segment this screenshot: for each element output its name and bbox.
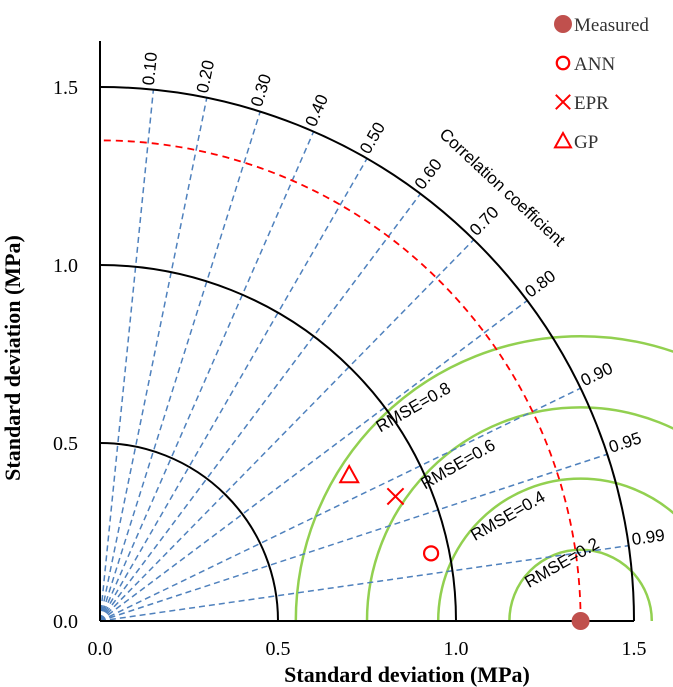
legend-marker-epr	[555, 94, 571, 110]
cross-stroke	[555, 94, 571, 110]
rmse-label: RMSE=0.2	[521, 534, 602, 592]
legend-label: Measured	[574, 15, 649, 36]
std-arcs	[99, 86, 635, 622]
rmse-contour	[365, 406, 673, 621]
correlation-line	[99, 239, 475, 622]
correlation-line	[99, 453, 608, 622]
legend-marker-gp	[553, 130, 573, 149]
std-arc	[99, 86, 635, 622]
std-arc	[99, 442, 279, 622]
correlation-lines	[99, 89, 629, 622]
axis-ticks: 0.0 0.5 1.0 1.5 0.0 0.5 1.0 1.5	[53, 77, 647, 660]
y-tick-label: 0.5	[53, 433, 78, 455]
reference-std-arc	[99, 139, 582, 622]
x-tick-label: 0.5	[266, 638, 291, 660]
legend-marker-measured	[554, 15, 572, 33]
correlation-tick-label: 0.80	[521, 266, 559, 301]
correlation-tick-label: 0.10	[139, 51, 161, 86]
correlation-line	[99, 111, 261, 622]
rmse-label: RMSE=0.6	[417, 435, 498, 493]
legend-marker-ann	[555, 55, 571, 71]
point-epr	[386, 487, 405, 506]
correlation-line	[99, 193, 421, 622]
data-points	[338, 463, 590, 630]
rmse-contour	[436, 477, 673, 621]
y-axis-title: Standard deviation (MPa)	[0, 235, 25, 481]
cross-stroke	[386, 487, 405, 506]
rmse-contour	[294, 334, 673, 621]
correlation-tick-label: 0.99	[631, 526, 666, 549]
point-ann	[422, 545, 440, 562]
y-tick-label: 1.0	[53, 255, 78, 277]
correlation-tick-label: 0.30	[247, 72, 275, 109]
x-tick-label: 0.0	[88, 638, 113, 660]
std-arc	[99, 264, 457, 622]
legend-label: EPR	[574, 93, 609, 114]
correlation-line	[99, 158, 368, 622]
correlation-tick-label: 0.70	[466, 203, 503, 240]
rmse-contours	[294, 334, 673, 621]
correlation-tick-label: 0.90	[578, 359, 616, 391]
correlation-line	[99, 89, 155, 622]
rmse-contour	[508, 548, 654, 621]
x-tick-label: 1.0	[444, 638, 469, 660]
correlation-labels: 0.10 0.20 0.30 0.40 0.50 0.60 0.70 0.80 0.90 0.95…	[139, 51, 666, 549]
rmse-label: RMSE=0.4	[467, 487, 548, 545]
correlation-tick-label: 0.40	[301, 92, 332, 130]
x-axis-title: Standard deviation (MPa)	[284, 662, 530, 687]
point-gp	[338, 463, 360, 484]
correlation-line	[99, 300, 528, 622]
legend-label: GP	[574, 132, 598, 153]
correlation-tick-label: 0.20	[193, 58, 218, 94]
y-tick-label: 0.0	[53, 611, 78, 633]
correlation-tick-label: 0.50	[356, 119, 389, 157]
correlation-line	[99, 544, 629, 622]
legend-label: ANN	[574, 54, 615, 75]
reference-std-arc-path	[99, 139, 582, 622]
point-measured	[571, 612, 590, 630]
correlation-arc-label: Correlation coefficient	[436, 125, 569, 251]
correlation-tick-label: 0.95	[606, 428, 643, 456]
legend: Measured ANN EPR GP	[553, 15, 649, 153]
y-tick-label: 1.5	[53, 77, 78, 99]
x-tick-label: 1.5	[622, 638, 647, 660]
correlation-line	[99, 131, 315, 622]
correlation-tick-label: 0.60	[411, 155, 446, 193]
correlation-line	[99, 387, 581, 622]
correlation-line	[99, 97, 208, 622]
